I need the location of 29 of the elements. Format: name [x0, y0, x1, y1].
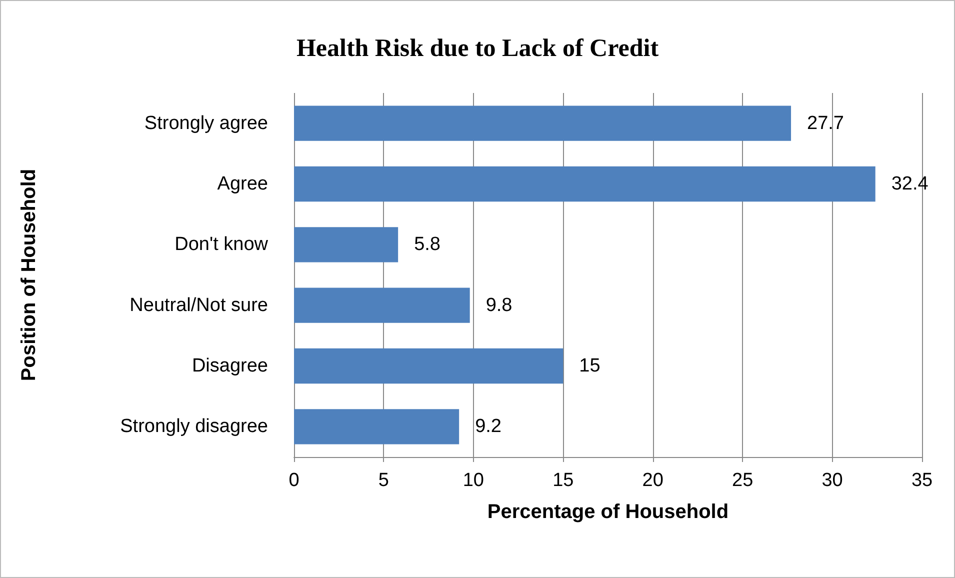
x-tick-label: 5 [378, 470, 390, 491]
data-label: 32.4 [891, 174, 929, 194]
data-label: 27.7 [807, 112, 844, 134]
x-tick-label: 25 [732, 470, 754, 491]
bar [294, 348, 564, 384]
y-tick-label: Agree [217, 174, 268, 194]
bar [294, 409, 460, 444]
y-tick-label: Don't know [174, 234, 268, 256]
x-tick-label: 0 [288, 470, 300, 491]
bar [294, 106, 792, 141]
data-label: 15 [579, 356, 600, 376]
x-tick-label: 10 [462, 470, 484, 491]
x-tick-label: 35 [911, 470, 933, 491]
y-axis-title: Position of Household [18, 168, 40, 382]
data-label: 9.2 [475, 416, 502, 438]
y-tick-label: Strongly agree [144, 112, 268, 134]
data-label: 5.8 [414, 234, 440, 256]
bar [294, 227, 398, 262]
bar [294, 166, 876, 202]
y-tick-label: Disagree [192, 356, 268, 376]
data-label: 9.8 [486, 294, 512, 316]
chart-title: Health Risk due to Lack of Credit [296, 35, 660, 62]
x-axis-title: Percentage of Household [487, 501, 729, 523]
bar [294, 288, 470, 323]
x-tick-label: 15 [552, 470, 574, 491]
y-tick-label: Neutral/Not sure [130, 294, 268, 316]
x-tick-label: 20 [642, 470, 664, 491]
x-tick-label: 30 [822, 470, 843, 491]
y-tick-label: Strongly disagree [120, 416, 268, 438]
